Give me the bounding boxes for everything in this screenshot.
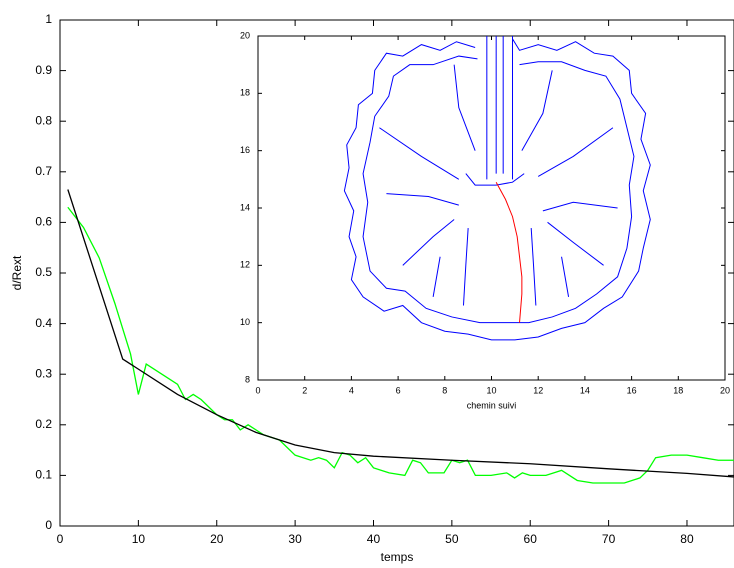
- x-tick-label: 6: [396, 385, 401, 395]
- y-tick-label: 0.4: [35, 316, 52, 330]
- y-axis-label: d/Rext: [10, 255, 24, 290]
- y-tick-label: 18: [240, 88, 250, 98]
- y-tick-label: 20: [240, 30, 250, 40]
- x-tick-label: 16: [627, 385, 637, 395]
- y-tick-label: 0.7: [35, 164, 52, 178]
- x-tick-label: 80: [680, 532, 694, 546]
- x-tick-label: 50: [445, 532, 459, 546]
- x-tick-label: 20: [210, 532, 224, 546]
- x-tick-label: 2: [302, 385, 307, 395]
- x-tick-label: 10: [486, 385, 496, 395]
- x-tick-label: 60: [524, 532, 538, 546]
- x-tick-label: 12: [533, 385, 543, 395]
- y-tick-label: 10: [240, 317, 250, 327]
- x-tick-label: 14: [580, 385, 590, 395]
- series-line: [67, 189, 734, 478]
- series-line: [495, 181, 523, 323]
- y-tick-label: 0.8: [35, 113, 52, 127]
- x-tick-label: 4: [349, 385, 354, 395]
- y-tick-label: 8: [245, 374, 250, 384]
- x-tick-label: 18: [673, 385, 683, 395]
- x-tick-label: 0: [57, 532, 64, 546]
- y-tick-label: 1: [45, 12, 52, 26]
- y-tick-label: 14: [240, 202, 250, 212]
- x-tick-label: 70: [602, 532, 616, 546]
- series-line: [67, 206, 734, 484]
- y-tick-label: 0: [45, 518, 52, 532]
- y-tick-label: 0.2: [35, 417, 52, 431]
- x-tick-label: 10: [132, 532, 146, 546]
- x-tick-label: 8: [442, 385, 447, 395]
- plot-area: [257, 35, 726, 381]
- y-tick-label: 0.6: [35, 215, 52, 229]
- y-tick-label: 0.3: [35, 366, 52, 380]
- y-tick-label: 16: [240, 145, 250, 155]
- x-tick-label: 30: [288, 532, 302, 546]
- x-axis-label: chemin suivi: [467, 400, 517, 410]
- x-tick-label: 0: [255, 385, 260, 395]
- x-axis-label: temps: [381, 550, 414, 564]
- y-tick-label: 0.1: [35, 468, 52, 482]
- series-line: [343, 36, 651, 341]
- x-tick-label: 40: [367, 532, 381, 546]
- y-tick-label: 0.5: [35, 265, 52, 279]
- y-tick-label: 12: [240, 260, 250, 270]
- x-tick-label: 20: [720, 385, 730, 395]
- y-tick-label: 0.9: [35, 63, 52, 77]
